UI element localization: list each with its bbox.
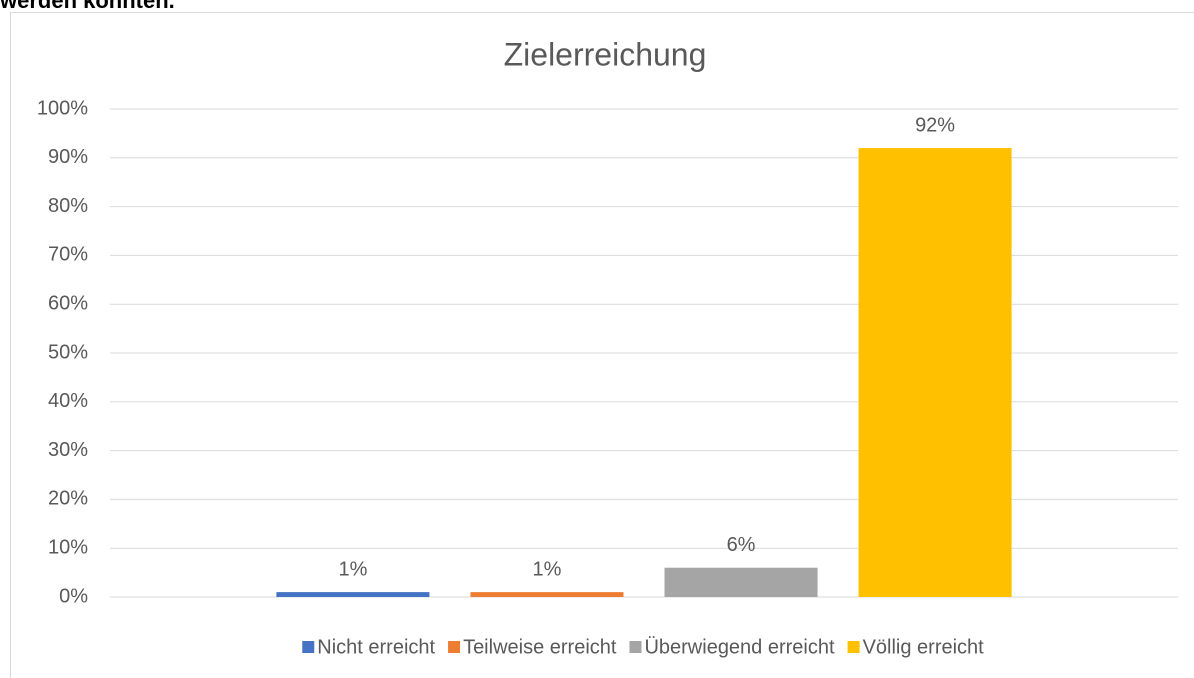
y-tick-label: 100% <box>37 97 88 119</box>
legend-label: Teilweise erreicht <box>463 636 617 658</box>
legend-swatch <box>302 641 315 653</box>
chart-title: Zielerreichung <box>504 36 707 72</box>
y-tick-label: 60% <box>48 292 88 314</box>
y-tick-label: 40% <box>48 390 88 412</box>
bar <box>470 592 624 597</box>
bar <box>276 592 430 597</box>
legend-label: Überwiegend erreicht <box>644 636 835 658</box>
chart-frame <box>10 12 1194 678</box>
legend-swatch <box>847 641 860 653</box>
legend-label: Völlig erreicht <box>863 636 985 658</box>
y-tick-label: 20% <box>48 488 88 510</box>
legend-swatch <box>629 641 642 653</box>
y-tick-label: 70% <box>48 244 88 266</box>
legend-swatch <box>448 641 461 653</box>
y-tick-label: 10% <box>48 536 88 558</box>
legend: Nicht erreicht Teilweise erreicht Überwieg… <box>302 636 984 658</box>
y-tick-label: 50% <box>48 341 88 363</box>
data-label: 1% <box>338 558 367 580</box>
header-text: werden konnten. <box>0 0 175 13</box>
data-label: 92% <box>915 114 955 136</box>
data-label: 1% <box>533 558 562 580</box>
bar <box>858 148 1012 598</box>
data-label: 6% <box>727 534 756 556</box>
bar <box>664 567 818 597</box>
y-tick-label: 90% <box>48 146 88 168</box>
y-tick-label: 80% <box>48 195 88 217</box>
legend-label: Nicht erreicht <box>317 636 435 658</box>
y-tick-label: 30% <box>48 439 88 461</box>
y-tick-label: 0% <box>59 585 88 607</box>
